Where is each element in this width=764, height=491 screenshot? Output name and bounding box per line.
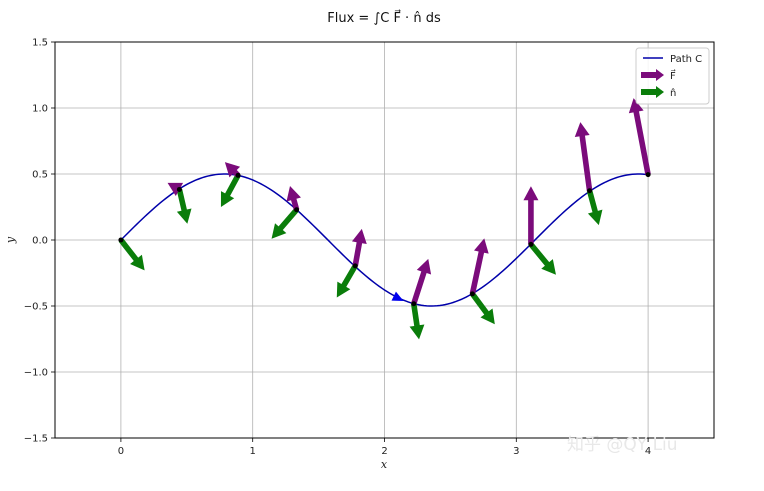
sample-point — [294, 207, 300, 213]
y-tick-label: 1.5 — [32, 38, 48, 49]
y-axis-label: y — [4, 236, 17, 244]
sample-points — [118, 172, 651, 307]
legend-field-label: F⃗ — [670, 69, 676, 82]
sample-point — [469, 291, 475, 297]
x-tick-label: 3 — [513, 446, 519, 457]
normal-vectors — [118, 173, 603, 340]
normal-vector-arrow — [271, 207, 299, 239]
y-tick-label: −0.5 — [24, 302, 48, 313]
normal-vector-arrow — [586, 190, 603, 226]
sample-point — [118, 237, 124, 243]
field-vectors — [167, 98, 651, 305]
sample-point — [587, 188, 593, 194]
x-axis-label: x — [381, 458, 388, 471]
sample-point — [645, 172, 651, 178]
sample-point — [176, 186, 182, 192]
normal-vector-arrow — [409, 303, 425, 340]
legend-path-label: Path C — [670, 54, 702, 65]
x-tick-label: 1 — [250, 446, 256, 457]
y-tick-label: 0.0 — [32, 236, 48, 247]
normal-vector-arrow — [220, 173, 241, 207]
normal-vector-arrow — [118, 238, 145, 271]
y-tick-label: −1.5 — [24, 434, 48, 445]
path-direction-arrow — [391, 291, 404, 301]
plot-frame — [54, 41, 715, 439]
field-vector-arrow — [351, 228, 367, 267]
chart-title: Flux = ∫C F⃗ · n̂ ds — [327, 10, 441, 26]
field-vector-arrow — [411, 258, 432, 305]
normal-vector-arrow — [176, 188, 192, 224]
field-vector-arrow — [167, 182, 184, 196]
legend: Path C F⃗ n̂ — [635, 47, 710, 105]
sample-point — [235, 172, 241, 178]
y-axis-ticks: −1.5 −1.0 −0.5 0.0 0.5 1.0 1.5 — [24, 38, 55, 445]
x-axis-ticks: 0 1 2 3 4 — [118, 438, 651, 457]
field-vector-arrow — [286, 186, 301, 211]
x-tick-label: 4 — [645, 446, 651, 457]
grid — [55, 41, 714, 439]
field-vector-arrow — [469, 238, 489, 295]
sample-point — [411, 301, 417, 307]
x-tick-label: 0 — [118, 446, 124, 457]
normal-vector-arrow — [336, 264, 358, 298]
x-tick-label: 2 — [381, 446, 387, 457]
field-vector-arrow — [628, 98, 651, 176]
y-tick-label: −1.0 — [24, 368, 48, 379]
sample-point — [352, 263, 358, 269]
y-tick-label: 0.5 — [32, 170, 48, 181]
legend-normal-label: n̂ — [670, 87, 676, 99]
normal-vector-arrow — [470, 292, 495, 325]
field-vector-arrow — [574, 122, 593, 192]
field-vector-arrow — [224, 162, 241, 178]
normal-vector-arrow — [528, 242, 556, 275]
legend-field-swatch — [641, 69, 664, 81]
y-tick-label: 1.0 — [32, 104, 48, 115]
field-vector-arrow — [523, 186, 539, 245]
legend-normal-swatch — [641, 86, 664, 98]
path-c-series — [120, 173, 649, 307]
path-c-line — [120, 173, 649, 307]
sample-point — [528, 241, 534, 247]
watermark: 知乎 @QY Liu — [567, 435, 678, 455]
